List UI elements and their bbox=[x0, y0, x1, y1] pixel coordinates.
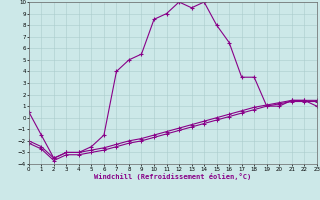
X-axis label: Windchill (Refroidissement éolien,°C): Windchill (Refroidissement éolien,°C) bbox=[94, 173, 252, 180]
